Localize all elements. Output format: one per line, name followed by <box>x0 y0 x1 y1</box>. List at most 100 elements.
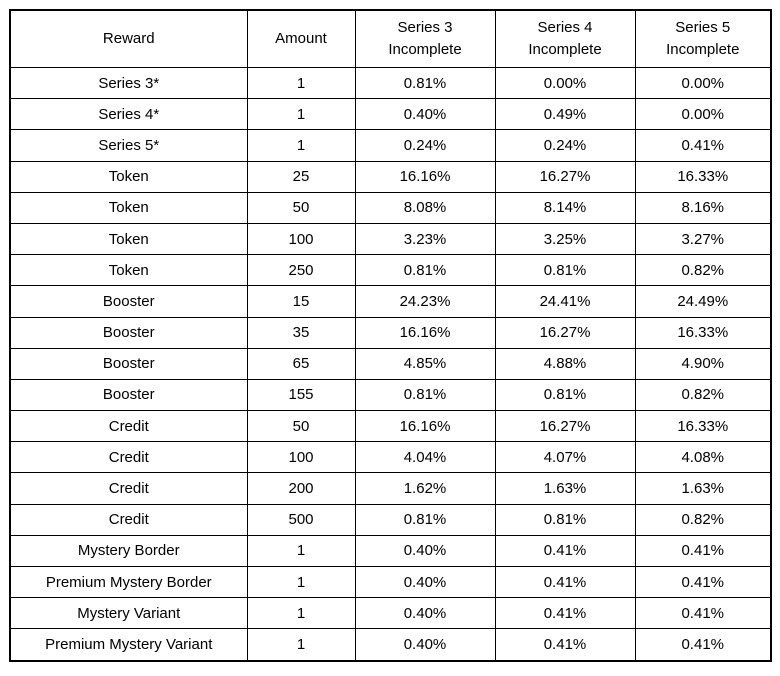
table-row: Premium Mystery Variant 1 0.40% 0.41% 0.41% <box>9 628 772 662</box>
cell-series4-incomplete: 3.25% <box>494 222 636 256</box>
cell-reward: Premium Mystery Border <box>9 565 248 599</box>
cell-series3-incomplete: 0.81% <box>354 503 496 536</box>
cell-series3-incomplete: 24.23% <box>354 285 496 318</box>
table-row: Mystery Border 1 0.40% 0.41% 0.41% <box>9 534 772 568</box>
cell-amount: 155 <box>246 378 356 412</box>
cell-series5-incomplete: 0.00% <box>634 66 772 100</box>
cell-series3-incomplete: 0.40% <box>354 628 496 662</box>
cell-series5-incomplete: 0.41% <box>634 129 772 162</box>
cell-amount: 1 <box>246 628 356 662</box>
table-row: Token 50 8.08% 8.14% 8.16% <box>9 191 772 224</box>
cell-series4-incomplete: 4.88% <box>494 347 636 380</box>
cell-series5-incomplete: 0.82% <box>634 503 772 536</box>
cell-reward: Token <box>9 254 248 287</box>
cell-series4-incomplete: 16.27% <box>494 410 636 443</box>
header-row: Reward Amount Series 3 Incomplete Series… <box>9 9 772 68</box>
cell-series3-incomplete: 4.85% <box>354 347 496 380</box>
cell-series5-incomplete: 0.41% <box>634 534 772 568</box>
cell-series4-incomplete: 0.81% <box>494 503 636 536</box>
cell-series4-incomplete: 0.41% <box>494 565 636 599</box>
cell-series4-incomplete: 4.07% <box>494 441 636 474</box>
cell-series5-incomplete: 4.90% <box>634 347 772 380</box>
table-row: Booster 35 16.16% 16.27% 16.33% <box>9 316 772 349</box>
table-row: Credit 100 4.04% 4.07% 4.08% <box>9 441 772 474</box>
cell-amount: 50 <box>246 410 356 443</box>
cell-amount: 1 <box>246 129 356 162</box>
cell-amount: 15 <box>246 285 356 318</box>
table-row: Token 25 16.16% 16.27% 16.33% <box>9 160 772 193</box>
reward-odds-table: Reward Amount Series 3 Incomplete Series… <box>9 9 772 662</box>
cell-series4-incomplete: 0.81% <box>494 254 636 287</box>
cell-series3-incomplete: 0.40% <box>354 98 496 131</box>
cell-reward: Series 3* <box>9 66 248 100</box>
cell-series4-incomplete: 16.27% <box>494 160 636 193</box>
cell-series4-incomplete: 24.41% <box>494 285 636 318</box>
table-row: Credit 200 1.62% 1.63% 1.63% <box>9 472 772 505</box>
cell-series5-incomplete: 16.33% <box>634 160 772 193</box>
cell-amount: 65 <box>246 347 356 380</box>
column-header-series3-incomplete: Series 3 Incomplete <box>354 9 496 68</box>
cell-series3-incomplete: 1.62% <box>354 472 496 505</box>
cell-series5-incomplete: 16.33% <box>634 410 772 443</box>
table-row: Token 100 3.23% 3.25% 3.27% <box>9 222 772 256</box>
cell-reward: Token <box>9 160 248 193</box>
cell-series3-incomplete: 8.08% <box>354 191 496 224</box>
cell-series3-incomplete: 16.16% <box>354 410 496 443</box>
table-row: Series 4* 1 0.40% 0.49% 0.00% <box>9 98 772 131</box>
cell-series5-incomplete: 0.82% <box>634 378 772 412</box>
cell-reward: Series 5* <box>9 129 248 162</box>
cell-series5-incomplete: 0.41% <box>634 597 772 630</box>
table-row: Series 3* 1 0.81% 0.00% 0.00% <box>9 66 772 100</box>
cell-series5-incomplete: 1.63% <box>634 472 772 505</box>
cell-amount: 100 <box>246 441 356 474</box>
column-header-series5-incomplete: Series 5 Incomplete <box>634 9 772 68</box>
cell-series4-incomplete: 0.41% <box>494 597 636 630</box>
cell-series4-incomplete: 8.14% <box>494 191 636 224</box>
table-row: Credit 500 0.81% 0.81% 0.82% <box>9 503 772 536</box>
cell-series3-incomplete: 0.24% <box>354 129 496 162</box>
cell-amount: 250 <box>246 254 356 287</box>
cell-series4-incomplete: 0.49% <box>494 98 636 131</box>
table-row: Token 250 0.81% 0.81% 0.82% <box>9 254 772 287</box>
table-row: Series 5* 1 0.24% 0.24% 0.41% <box>9 129 772 162</box>
cell-series5-incomplete: 24.49% <box>634 285 772 318</box>
cell-reward: Credit <box>9 441 248 474</box>
cell-reward: Booster <box>9 378 248 412</box>
cell-reward: Premium Mystery Variant <box>9 628 248 662</box>
cell-amount: 500 <box>246 503 356 536</box>
cell-amount: 25 <box>246 160 356 193</box>
cell-series5-incomplete: 0.41% <box>634 565 772 599</box>
cell-amount: 1 <box>246 66 356 100</box>
cell-reward: Mystery Variant <box>9 597 248 630</box>
cell-reward: Credit <box>9 503 248 536</box>
cell-reward: Credit <box>9 410 248 443</box>
cell-amount: 1 <box>246 98 356 131</box>
cell-series5-incomplete: 0.00% <box>634 98 772 131</box>
cell-amount: 100 <box>246 222 356 256</box>
cell-series5-incomplete: 8.16% <box>634 191 772 224</box>
cell-series5-incomplete: 0.41% <box>634 628 772 662</box>
table-row: Mystery Variant 1 0.40% 0.41% 0.41% <box>9 597 772 630</box>
cell-series5-incomplete: 0.82% <box>634 254 772 287</box>
cell-series5-incomplete: 16.33% <box>634 316 772 349</box>
cell-amount: 1 <box>246 534 356 568</box>
cell-series3-incomplete: 0.40% <box>354 565 496 599</box>
cell-amount: 1 <box>246 597 356 630</box>
cell-series3-incomplete: 16.16% <box>354 160 496 193</box>
cell-amount: 35 <box>246 316 356 349</box>
cell-series5-incomplete: 3.27% <box>634 222 772 256</box>
cell-series3-incomplete: 0.40% <box>354 534 496 568</box>
cell-reward: Mystery Border <box>9 534 248 568</box>
cell-reward: Token <box>9 191 248 224</box>
cell-series3-incomplete: 16.16% <box>354 316 496 349</box>
cell-series4-incomplete: 0.24% <box>494 129 636 162</box>
cell-reward: Booster <box>9 347 248 380</box>
cell-series3-incomplete: 0.40% <box>354 597 496 630</box>
table-row: Premium Mystery Border 1 0.40% 0.41% 0.41% <box>9 565 772 599</box>
cell-series3-incomplete: 4.04% <box>354 441 496 474</box>
table-row: Booster 15 24.23% 24.41% 24.49% <box>9 285 772 318</box>
cell-series5-incomplete: 4.08% <box>634 441 772 474</box>
cell-series3-incomplete: 0.81% <box>354 254 496 287</box>
reward-odds-table-container: Reward Amount Series 3 Incomplete Series… <box>9 9 772 662</box>
table-row: Booster 155 0.81% 0.81% 0.82% <box>9 378 772 412</box>
